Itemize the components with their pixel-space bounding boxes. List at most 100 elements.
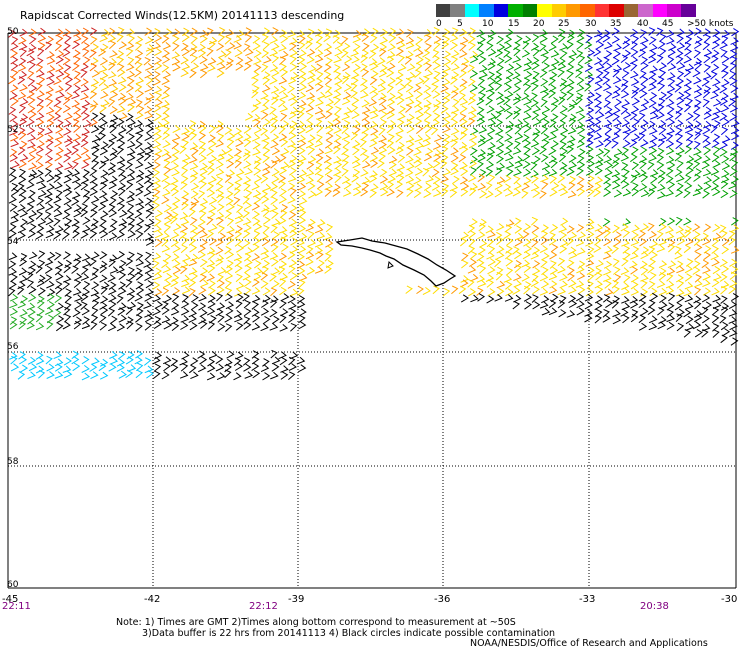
wind-barb — [289, 351, 299, 360]
wind-barb — [470, 273, 479, 282]
wind-barb — [243, 217, 252, 226]
wind-barb — [441, 78, 451, 87]
wind-barb — [82, 188, 91, 198]
wind-barb — [398, 105, 407, 114]
wind-barb — [658, 62, 667, 71]
wind-barb — [730, 55, 738, 65]
wind-barb — [541, 168, 551, 177]
wind-barb — [388, 34, 397, 43]
wind-barb — [729, 152, 737, 162]
wind-barb — [296, 356, 306, 365]
wind-barb — [278, 98, 286, 108]
wind-barb — [496, 223, 505, 232]
wind-barb — [190, 301, 199, 311]
scale-swatch — [667, 4, 682, 17]
wind-barb — [71, 146, 79, 156]
wind-barb — [702, 287, 712, 296]
wind-barb — [729, 167, 738, 177]
wind-barb — [190, 62, 200, 71]
wind-barb — [280, 50, 289, 59]
wind-barb — [566, 70, 574, 80]
wind-barb — [622, 40, 631, 50]
scale-label: 0 — [436, 19, 442, 29]
wind-barb — [352, 43, 361, 52]
wind-barb — [253, 63, 262, 73]
wind-barb — [585, 252, 595, 261]
wind-barb — [126, 195, 135, 203]
wind-barb — [387, 62, 396, 71]
wind-barb — [692, 266, 701, 275]
wind-barb — [656, 54, 664, 64]
wind-barb — [181, 190, 190, 199]
wind-barb — [98, 65, 108, 73]
wind-barb — [127, 153, 136, 162]
wind-barb — [667, 161, 676, 170]
wind-barb — [17, 76, 26, 85]
wind-barb — [404, 56, 413, 65]
wind-barb — [729, 70, 737, 80]
wind-barb — [477, 279, 487, 288]
wind-barb — [434, 134, 443, 142]
wind-barb — [280, 35, 289, 44]
wind-barb — [278, 76, 288, 85]
wind-barb — [532, 70, 540, 80]
note-line-2: 3)Data buffer is 22 hrs from 20141113 4)… — [142, 628, 556, 639]
wind-barb — [539, 146, 547, 155]
wind-barb — [253, 118, 261, 128]
wind-barb — [188, 267, 198, 275]
wind-barb — [494, 75, 503, 85]
wind-barb — [99, 251, 108, 260]
wind-barb — [191, 294, 199, 303]
wind-barb — [558, 183, 567, 192]
wind-barb — [630, 313, 639, 323]
wind-barb — [496, 287, 505, 297]
wind-barb — [289, 55, 297, 65]
wind-barb — [431, 182, 441, 191]
wind-barb — [74, 294, 83, 302]
wind-barb — [188, 258, 198, 267]
wind-barb — [667, 63, 677, 71]
wind-barb — [145, 63, 154, 71]
wind-barb — [521, 273, 530, 282]
wind-barb — [612, 258, 620, 267]
wind-barb — [119, 173, 127, 183]
wind-barb — [153, 272, 163, 281]
wind-barb — [305, 258, 314, 266]
wind-barb — [8, 252, 18, 261]
wind-barb — [127, 251, 135, 260]
wind-barb — [17, 300, 27, 309]
wind-barb — [251, 322, 261, 331]
wind-barb — [163, 159, 171, 169]
wind-barb — [604, 126, 613, 135]
wind-barb — [550, 140, 559, 149]
wind-barb — [233, 35, 243, 43]
wind-barb — [298, 314, 306, 324]
wind-barb — [467, 245, 476, 255]
wind-barb — [505, 90, 514, 99]
wind-barb — [143, 56, 152, 66]
wind-barb — [290, 322, 298, 332]
wind-barb — [442, 64, 452, 73]
wind-barb — [350, 49, 360, 57]
wind-barb — [505, 288, 514, 297]
wind-barb — [89, 187, 98, 197]
wind-barb — [324, 188, 332, 197]
wind-barb — [127, 35, 136, 44]
wind-barb — [62, 321, 71, 330]
wind-barb — [720, 230, 728, 239]
wind-barb — [143, 260, 152, 268]
wind-barb — [107, 274, 116, 283]
wind-barb — [224, 126, 233, 135]
south-georgia-coastline — [335, 237, 457, 287]
wind-barb — [459, 131, 468, 140]
wind-barb — [521, 182, 530, 191]
scale-label: 30 — [585, 19, 597, 29]
wind-barb — [305, 176, 315, 185]
wind-barb — [731, 27, 740, 37]
wind-barb — [513, 182, 522, 190]
wind-barb — [604, 106, 613, 115]
wind-barb — [162, 105, 171, 115]
wind-barb — [8, 195, 17, 204]
wind-barb — [531, 183, 540, 192]
wind-barb — [118, 287, 127, 296]
